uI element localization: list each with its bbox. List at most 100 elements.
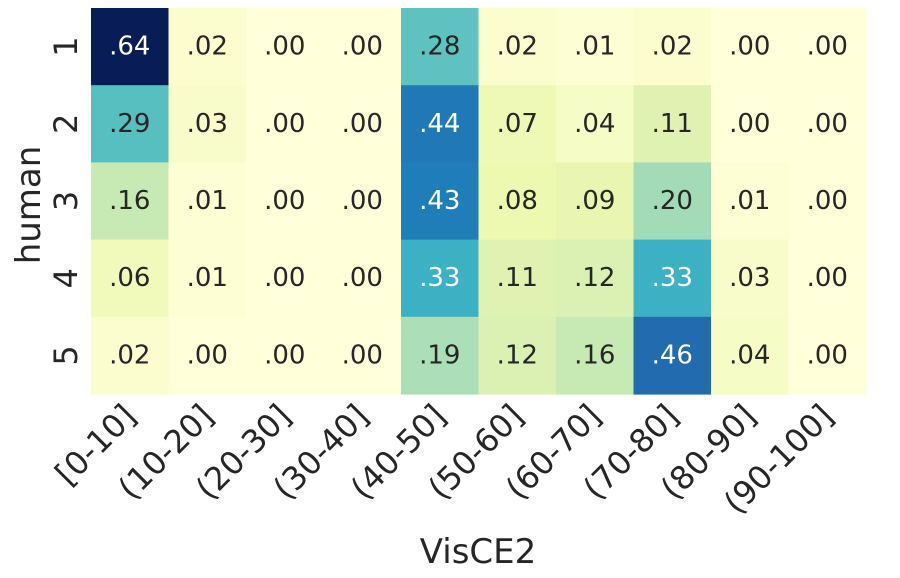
heatmap-cell	[323, 316, 402, 395]
heatmap-cell	[711, 8, 790, 86]
cell-value-label: .09	[574, 186, 615, 216]
heatmap-cell	[401, 316, 480, 395]
cell-value-label: .07	[497, 109, 538, 139]
cell-value-label: .00	[807, 32, 848, 62]
cell-value-label: .16	[574, 340, 615, 370]
cell-value-label: .19	[419, 340, 460, 370]
cell-value-label: .00	[729, 109, 770, 139]
heatmap-cell	[246, 85, 325, 163]
heatmap-cell	[401, 162, 480, 241]
heatmap-cell	[788, 85, 867, 163]
cell-value-label: .00	[807, 109, 848, 139]
cell-value-label: .11	[652, 109, 693, 139]
heatmap-cell	[788, 316, 867, 395]
y-tick-label: 4	[47, 268, 85, 288]
heatmap-cell	[91, 162, 170, 241]
cell-value-label: .01	[574, 32, 615, 62]
heatmap-cell	[91, 239, 170, 318]
heatmap-cell	[711, 316, 790, 395]
cell-value-label: .02	[109, 340, 150, 370]
cell-value-label: .00	[807, 263, 848, 293]
cell-value-label: .44	[419, 109, 460, 139]
cell-value-label: .06	[109, 263, 150, 293]
heatmap-cell	[788, 239, 867, 318]
cell-value-label: .03	[729, 263, 770, 293]
heatmap-cell	[168, 239, 247, 318]
cell-value-label: .28	[419, 32, 460, 62]
cell-value-label: .00	[342, 109, 383, 139]
cell-value-label: .00	[342, 340, 383, 370]
cell-value-label: .16	[109, 186, 150, 216]
heatmap-cell	[556, 239, 635, 318]
cell-value-label: .00	[729, 32, 770, 62]
heatmap-cell	[711, 162, 790, 241]
heatmap-cell	[556, 316, 635, 395]
heatmap-cell	[478, 316, 557, 395]
cell-value-label: .01	[187, 263, 228, 293]
x-axis-title: VisCE2	[420, 532, 537, 572]
y-tick-label: 2	[47, 114, 85, 134]
heatmap-cell	[478, 8, 557, 86]
heatmap-cell	[478, 162, 557, 241]
heatmap-cell	[711, 239, 790, 318]
x-tick-labels: [0-10](10-20](20-30](30-40](40-50](50-60…	[48, 397, 841, 522]
cell-value-label: .02	[497, 32, 538, 62]
cell-value-label: .33	[652, 263, 693, 293]
cell-value-label: .00	[807, 340, 848, 370]
heatmap-cell	[401, 8, 480, 86]
cell-value-label: .00	[342, 32, 383, 62]
heatmap-cell	[556, 162, 635, 241]
heatmap-cell	[478, 85, 557, 163]
heatmap-cell	[168, 162, 247, 241]
heatmap-cell	[401, 239, 480, 318]
heatmap-cell	[168, 85, 247, 163]
heatmap-cell	[633, 85, 712, 163]
cell-value-label: .00	[264, 109, 305, 139]
heatmap-cell	[246, 162, 325, 241]
cell-value-label: .02	[652, 32, 693, 62]
heatmap-cell	[633, 8, 712, 86]
cell-value-label: .02	[187, 32, 228, 62]
heatmap-cell	[168, 8, 247, 86]
heatmap-cell	[323, 8, 402, 86]
heatmap-cell	[401, 85, 480, 163]
cell-value-label: .03	[187, 109, 228, 139]
cell-value-label: .64	[109, 32, 150, 62]
heatmap-cell	[323, 162, 402, 241]
cell-value-label: .00	[187, 340, 228, 370]
heatmap-cell	[91, 8, 170, 86]
cell-value-label: .29	[109, 109, 150, 139]
cell-value-label: .20	[652, 186, 693, 216]
cell-value-label: .00	[264, 32, 305, 62]
heatmap-cell	[478, 239, 557, 318]
heatmap-cell	[633, 316, 712, 395]
heatmap-cell	[246, 316, 325, 395]
cell-value-label: .00	[264, 263, 305, 293]
cell-value-label: .43	[419, 186, 460, 216]
y-tick-label: 1	[47, 36, 85, 56]
heatmap-cell	[246, 8, 325, 86]
y-tick-label: 3	[47, 191, 85, 211]
heatmap-cell	[788, 8, 867, 86]
y-axis-title: human	[9, 146, 49, 265]
heatmap-cell	[323, 85, 402, 163]
heatmap-cell	[633, 162, 712, 241]
heatmap-cell	[556, 8, 635, 86]
cell-value-label: .01	[729, 186, 770, 216]
cell-value-label: .04	[574, 109, 615, 139]
cell-value-label: .00	[342, 263, 383, 293]
cell-value-label: .00	[342, 186, 383, 216]
heatmap-cell	[91, 316, 170, 395]
heatmap-cell	[323, 239, 402, 318]
cell-value-label: .12	[574, 263, 615, 293]
cell-value-label: .04	[729, 340, 770, 370]
heatmap-cell	[91, 85, 170, 163]
cell-value-label: .00	[807, 186, 848, 216]
cell-value-label: .33	[419, 263, 460, 293]
y-tick-label: 5	[47, 345, 85, 365]
y-tick-labels: 1 2 3 4 5	[47, 36, 85, 365]
cell-value-label: .11	[497, 263, 538, 293]
cell-value-label: .00	[264, 340, 305, 370]
heatmap-cell-labels: .64 .02 .00 .00 .28 .02 .01 .02 .00 .00 .29 .03 .00.…	[109, 32, 848, 371]
